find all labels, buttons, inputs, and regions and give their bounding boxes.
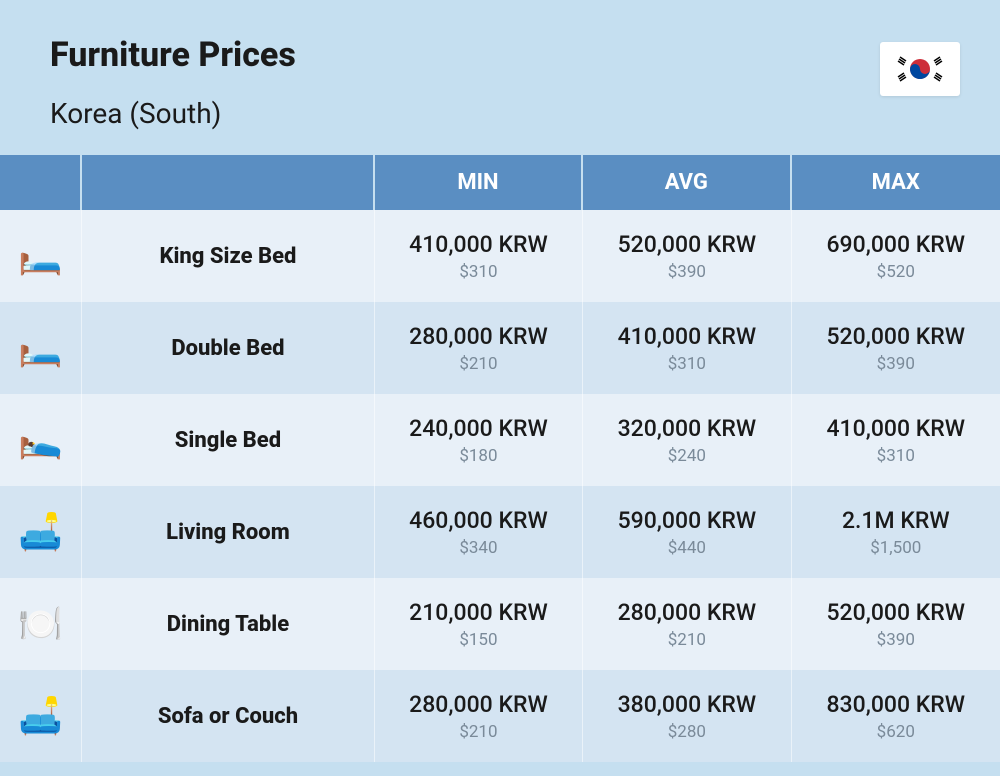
price-usd: $620 xyxy=(802,722,990,742)
price-krw: 410,000 KRW xyxy=(802,415,990,442)
price-usd: $390 xyxy=(802,354,990,374)
price-krw: 320,000 KRW xyxy=(593,415,780,442)
price-usd: $390 xyxy=(802,630,990,650)
korea-flag-icon xyxy=(890,49,950,89)
col-min: MIN xyxy=(375,155,583,210)
price-avg: 410,000 KRW $310 xyxy=(583,302,791,394)
price-max: 410,000 KRW $310 xyxy=(792,394,1000,486)
furniture-name: Dining Table xyxy=(82,578,375,670)
price-usd: $340 xyxy=(385,538,572,558)
furniture-icon: 🛏️ xyxy=(0,302,82,394)
page-title: Furniture Prices xyxy=(50,35,950,75)
price-usd: $280 xyxy=(593,722,780,742)
price-krw: 520,000 KRW xyxy=(802,323,990,350)
price-usd: $1,500 xyxy=(802,538,990,558)
furniture-icon: 🛋️ xyxy=(0,670,82,762)
furniture-icon: 🍽️ xyxy=(0,578,82,670)
header: Furniture Prices Korea (South) xyxy=(0,0,1000,155)
price-usd: $150 xyxy=(385,630,572,650)
price-krw: 280,000 KRW xyxy=(593,599,780,626)
furniture-name: Single Bed xyxy=(82,394,375,486)
table-body: 🛏️ King Size Bed 410,000 KRW $310 520,000… xyxy=(0,210,1000,762)
price-usd: $210 xyxy=(385,354,572,374)
col-name xyxy=(82,155,375,210)
price-max: 690,000 KRW $520 xyxy=(792,210,1000,302)
price-krw: 410,000 KRW xyxy=(385,231,572,258)
price-krw: 380,000 KRW xyxy=(593,691,780,718)
price-krw: 590,000 KRW xyxy=(593,507,780,534)
price-max: 2.1M KRW $1,500 xyxy=(792,486,1000,578)
subtitle: Korea (South) xyxy=(50,97,950,130)
col-icon xyxy=(0,155,82,210)
price-krw: 280,000 KRW xyxy=(385,691,572,718)
price-usd: $310 xyxy=(802,446,990,466)
price-table: MIN AVG MAX 🛏️ King Size Bed 410,000 KRW… xyxy=(0,155,1000,762)
price-max: 830,000 KRW $620 xyxy=(792,670,1000,762)
price-min: 280,000 KRW $210 xyxy=(375,302,583,394)
table-row: 🛌 Single Bed 240,000 KRW $180 320,000 KRW… xyxy=(0,394,1000,486)
price-usd: $520 xyxy=(802,262,990,282)
price-usd: $310 xyxy=(593,354,780,374)
furniture-name: King Size Bed xyxy=(82,210,375,302)
price-avg: 380,000 KRW $280 xyxy=(583,670,791,762)
price-krw: 460,000 KRW xyxy=(385,507,572,534)
price-usd: $210 xyxy=(385,722,572,742)
price-usd: $210 xyxy=(593,630,780,650)
price-usd: $310 xyxy=(385,262,572,282)
price-min: 240,000 KRW $180 xyxy=(375,394,583,486)
price-usd: $240 xyxy=(593,446,780,466)
furniture-name: Sofa or Couch xyxy=(82,670,375,762)
price-usd: $390 xyxy=(593,262,780,282)
furniture-name: Living Room xyxy=(82,486,375,578)
price-avg: 280,000 KRW $210 xyxy=(583,578,791,670)
table-row: 🛋️ Living Room 460,000 KRW $340 590,000 K… xyxy=(0,486,1000,578)
furniture-icon: 🛏️ xyxy=(0,210,82,302)
col-max: MAX xyxy=(792,155,1000,210)
price-krw: 240,000 KRW xyxy=(385,415,572,442)
price-min: 410,000 KRW $310 xyxy=(375,210,583,302)
price-krw: 210,000 KRW xyxy=(385,599,572,626)
price-krw: 830,000 KRW xyxy=(802,691,990,718)
price-krw: 280,000 KRW xyxy=(385,323,572,350)
price-avg: 590,000 KRW $440 xyxy=(583,486,791,578)
table-row: 🛋️ Sofa or Couch 280,000 KRW $210 380,000… xyxy=(0,670,1000,762)
price-max: 520,000 KRW $390 xyxy=(792,302,1000,394)
price-min: 210,000 KRW $150 xyxy=(375,578,583,670)
price-max: 520,000 KRW $390 xyxy=(792,578,1000,670)
furniture-icon: 🛋️ xyxy=(0,486,82,578)
furniture-icon: 🛌 xyxy=(0,394,82,486)
table-row: 🛏️ Double Bed 280,000 KRW $210 410,000 KR… xyxy=(0,302,1000,394)
price-min: 460,000 KRW $340 xyxy=(375,486,583,578)
country-flag xyxy=(880,42,960,96)
price-avg: 320,000 KRW $240 xyxy=(583,394,791,486)
price-avg: 520,000 KRW $390 xyxy=(583,210,791,302)
table-row: 🛏️ King Size Bed 410,000 KRW $310 520,000… xyxy=(0,210,1000,302)
price-krw: 2.1M KRW xyxy=(802,507,990,534)
price-krw: 690,000 KRW xyxy=(802,231,990,258)
price-krw: 520,000 KRW xyxy=(802,599,990,626)
table-header-row: MIN AVG MAX xyxy=(0,155,1000,210)
price-min: 280,000 KRW $210 xyxy=(375,670,583,762)
col-avg: AVG xyxy=(583,155,791,210)
table-row: 🍽️ Dining Table 210,000 KRW $150 280,000 … xyxy=(0,578,1000,670)
price-krw: 410,000 KRW xyxy=(593,323,780,350)
furniture-name: Double Bed xyxy=(82,302,375,394)
price-krw: 520,000 KRW xyxy=(593,231,780,258)
price-usd: $440 xyxy=(593,538,780,558)
price-usd: $180 xyxy=(385,446,572,466)
